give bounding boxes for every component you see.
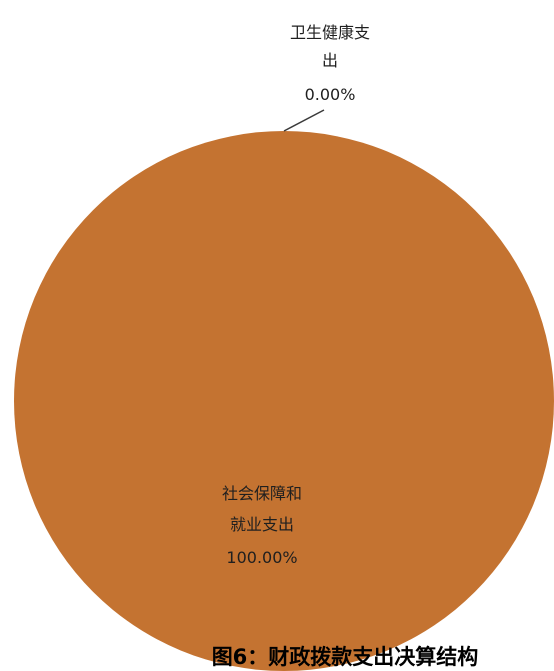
pie-slice-1 — [14, 131, 554, 671]
slice-leader-line — [283, 109, 325, 132]
slice-label-name-line-2: 出 — [322, 51, 338, 70]
slice-label-percent: 0.00% — [305, 85, 356, 104]
slice-label-percent: 100.00% — [226, 548, 297, 567]
chart-caption: 图6：财政拨款支出决算结构 — [212, 645, 479, 669]
slices-layer — [14, 131, 554, 671]
slice-label-name-line-2: 就业支出 — [230, 515, 294, 534]
slice-label-name-line-1: 卫生健康支 — [290, 23, 370, 42]
slice-label-name-line-1: 社会保障和 — [222, 484, 302, 503]
